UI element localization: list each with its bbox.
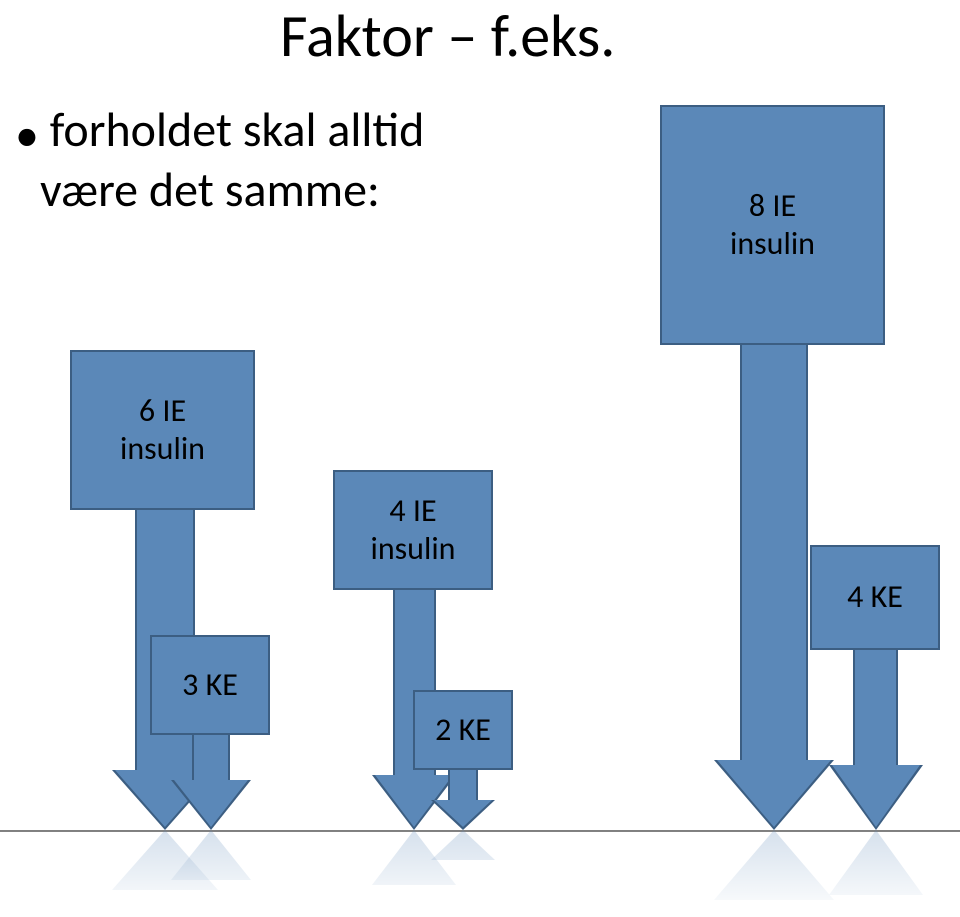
reflection-layer	[0, 0, 960, 917]
reflection-fade	[0, 830, 960, 917]
